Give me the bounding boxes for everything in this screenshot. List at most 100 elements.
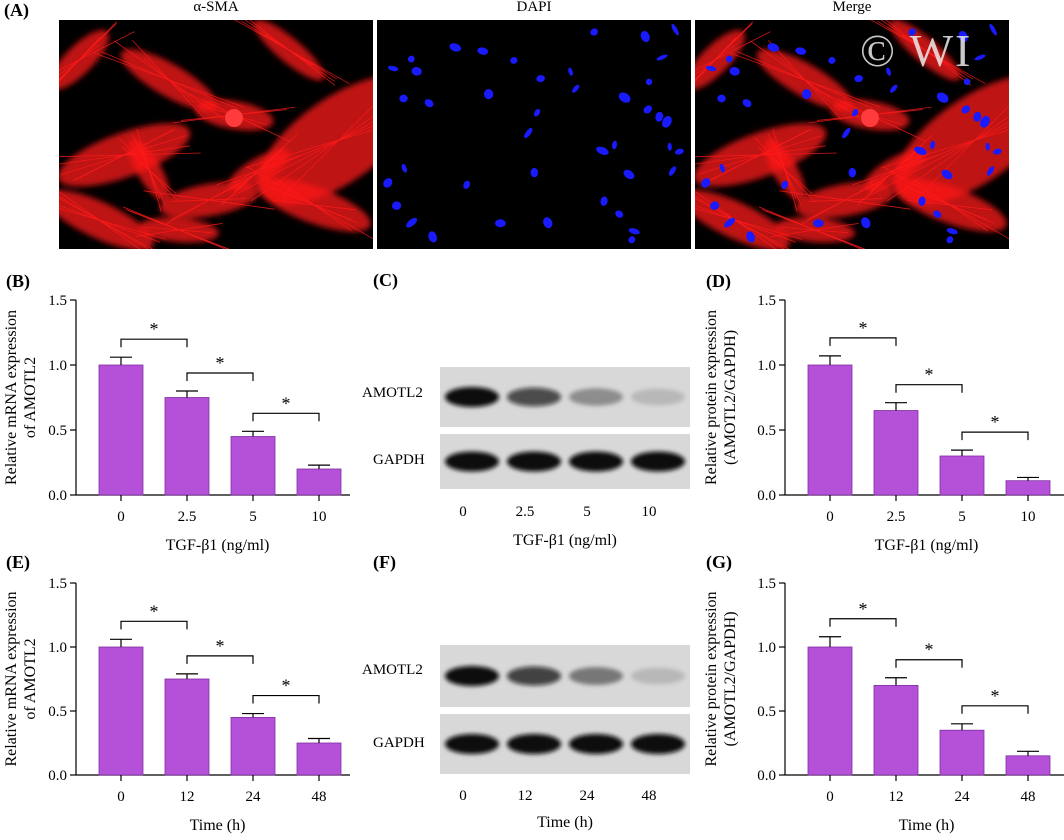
- dapi-nucleus: [851, 108, 859, 117]
- watermark: © WI: [860, 25, 973, 76]
- dapi-nucleus: [828, 57, 836, 64]
- blot-f-amotl2-band: [631, 667, 685, 685]
- chart-g-ytick-label: 1.0: [757, 640, 776, 656]
- dapi-nucleus: [724, 217, 736, 228]
- chart-g-bar: [807, 646, 853, 776]
- chart-g-sig-star: *: [991, 686, 1000, 706]
- dapi-nucleus: [383, 178, 393, 188]
- dapi-nucleus: [628, 228, 640, 235]
- chart-g-sig-star: *: [925, 640, 934, 660]
- chart-b-xtick-label: 0: [117, 509, 125, 525]
- chart-b-sig-bracket: [186, 372, 254, 381]
- sma-cell: [59, 189, 154, 249]
- chart-e-sig-bracket: [186, 655, 254, 664]
- dapi-nucleus: [671, 23, 679, 36]
- sma-title: α-SMA: [193, 0, 239, 15]
- panel-c-label: (C): [373, 270, 398, 290]
- dapi-nucleus: [612, 140, 618, 150]
- chart-e-ylabel-1: Relative mRNA expression: [3, 591, 20, 766]
- sma-fiber: [171, 198, 247, 202]
- chart-g-bar: [939, 729, 985, 776]
- dapi-nucleus: [725, 55, 733, 63]
- chart-g: (G) Relative protein expression (AMOTL2/GA…: [700, 548, 1064, 835]
- blot-c-amotl2-band: [631, 388, 685, 406]
- chart-g-ytick-label: 0.0: [757, 768, 776, 784]
- chart-g-bar: [873, 684, 919, 776]
- blot-c-gapdh-band: [569, 451, 623, 472]
- dapi-nucleus: [477, 47, 489, 55]
- dapi-nucleus: [746, 231, 756, 243]
- blot-c-lane-2: 2.5: [515, 504, 535, 520]
- blot-f-gapdh-band: [445, 734, 499, 754]
- chart-e-ytick-label: 0.5: [48, 704, 67, 720]
- dapi-nucleus: [483, 89, 494, 100]
- chart-e-ytick-label: 0.0: [48, 768, 67, 784]
- chart-b-sig-bracket: [252, 412, 320, 422]
- dapi-nucleus: [941, 169, 953, 180]
- blot-f-lane-2: 12: [517, 788, 533, 804]
- dapi-nucleus: [387, 65, 399, 72]
- blot-f-gapdh-band: [507, 734, 561, 754]
- chart-g-xtick-label: 12: [889, 789, 904, 805]
- sma-fiber: [711, 129, 809, 181]
- chart-e: (E) Relative mRNA expression of AMOTL2 0.0 0…: [0, 548, 359, 835]
- chart-g-ylabel-1: Relative protein expression: [703, 591, 720, 766]
- blot-f-amotl2-band: [569, 667, 623, 685]
- chart-g-sig-star: *: [859, 599, 868, 619]
- sma-round-cell: [861, 109, 879, 127]
- chart-b-bar: [164, 397, 210, 496]
- sma-cell: [695, 30, 745, 90]
- blot-f-lane-4: 48: [641, 788, 657, 804]
- dapi-nucleus: [767, 43, 780, 52]
- chart-d: (D) Relative protein expression (AMOTL2/GA…: [700, 265, 1064, 560]
- dapi-nucleus: [946, 228, 958, 235]
- chart-g-ytick-label: 1.5: [757, 576, 776, 592]
- chart-d-sig-star: *: [859, 318, 868, 338]
- chart-b-xtick-label: 5: [249, 509, 257, 525]
- blot-c-lane-4: 10: [641, 504, 657, 520]
- blot-c-gapdh: [440, 434, 690, 489]
- chart-e-sig-star: *: [282, 676, 291, 696]
- sma-fiber: [807, 198, 883, 202]
- sma-fiber: [882, 166, 1009, 240]
- chart-b-ytick-label: 1.0: [48, 358, 67, 374]
- dapi-nucleus: [623, 169, 635, 180]
- dapi-nucleus: [781, 180, 789, 189]
- blot-c-amotl2: [440, 367, 690, 427]
- chart-e-bar: [164, 678, 210, 776]
- sma-fiber: [729, 52, 881, 108]
- dapi-nucleus: [812, 219, 824, 228]
- blot-c-amotl2-label: AMOTL2: [362, 385, 423, 401]
- dapi-nucleus: [914, 146, 927, 155]
- sma-round-cell: [225, 109, 243, 127]
- blot-c-gapdh-label: GAPDH: [373, 452, 425, 468]
- dapi-nucleus: [992, 148, 1002, 155]
- chart-b-sig-bracket: [120, 338, 188, 348]
- chart-e-xtick-label: 48: [312, 789, 327, 805]
- sma-fiber: [59, 190, 141, 249]
- chart-e-sig-bracket: [252, 694, 320, 704]
- sma-fiber: [131, 134, 167, 206]
- chart-g-sig-bracket: [961, 705, 1029, 714]
- dapi-nucleus: [980, 116, 990, 128]
- dapi-nucleus: [710, 201, 720, 210]
- dapi-nucleus: [600, 196, 608, 206]
- dapi-nucleus: [989, 23, 997, 36]
- dapi-nucleus: [701, 178, 711, 188]
- chart-d-ytick-label: 0.5: [757, 423, 776, 439]
- dapi-nucleus: [861, 217, 871, 229]
- chart-d-bar: [873, 410, 919, 496]
- blot-f-amotl2-band: [445, 666, 499, 686]
- dapi-nucleus: [842, 127, 851, 139]
- dapi-nucleus: [590, 28, 598, 36]
- dapi-nucleus: [963, 78, 971, 86]
- dapi-nucleus: [656, 54, 668, 61]
- dapi-nucleus: [974, 54, 986, 61]
- dapi-nucleus: [795, 47, 807, 55]
- blot-f-gapdh-band: [569, 734, 623, 754]
- panel-d-label: (D): [706, 271, 731, 292]
- dapi-nucleus: [854, 75, 863, 83]
- chart-d-sig-bracket: [961, 431, 1029, 441]
- dapi-nucleus: [729, 67, 740, 76]
- blot-c-gapdh-band: [631, 451, 685, 472]
